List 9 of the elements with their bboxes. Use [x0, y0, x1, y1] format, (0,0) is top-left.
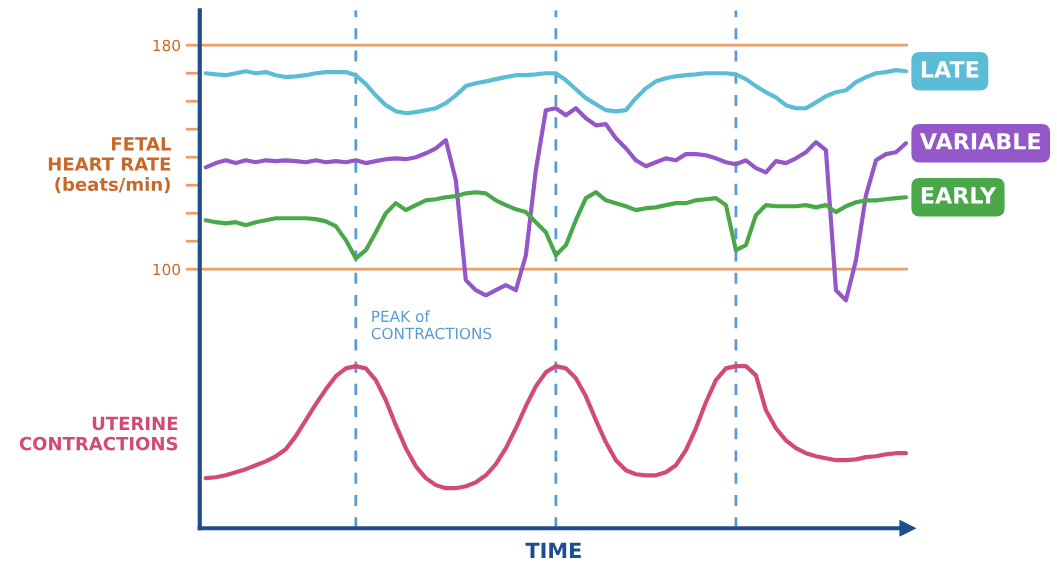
text: UTERINE CONTRACTIONS [19, 416, 178, 451]
series-label: VARIABLE [919, 133, 1040, 150]
series-label: EARLY [921, 187, 997, 204]
y-tick-label: 100 [153, 263, 181, 276]
x-axis-title: TIME [525, 542, 581, 558]
annotation: PEAK of CONTRACTIONS [371, 310, 492, 340]
series-label: LATE [921, 61, 979, 78]
y-axis-title: FETAL HEART RATE (beats/min) [48, 137, 171, 194]
y-tick-label: 180 [153, 39, 181, 52]
